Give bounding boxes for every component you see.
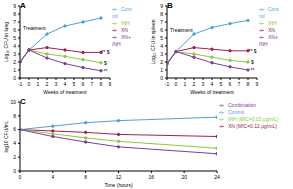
svg-text:12: 12 <box>116 174 122 180</box>
html-text:XN: XN <box>121 27 128 33</box>
svg-text:24: 24 <box>214 174 220 180</box>
svg-text:** $: ** $ <box>101 49 109 55</box>
html-text:B: B <box>167 1 173 10</box>
svg-text:0: 0 <box>160 75 163 81</box>
svg-text:6: 6 <box>82 81 85 87</box>
svg-text:9: 9 <box>160 3 163 9</box>
svg-text:4: 4 <box>160 43 163 49</box>
svg-text:0: 0 <box>13 168 16 174</box>
svg-text:3: 3 <box>202 81 205 87</box>
svg-text:7: 7 <box>91 81 94 87</box>
svg-text:Weeks of treatment: Weeks of treatment <box>43 89 87 95</box>
svg-text:4: 4 <box>64 81 67 87</box>
svg-text:0: 0 <box>175 81 178 87</box>
svg-text:**: ** <box>104 68 108 74</box>
svg-text:3: 3 <box>55 81 58 87</box>
html-text:XN: XN <box>268 27 275 33</box>
svg-text:8: 8 <box>160 11 163 17</box>
svg-text:2: 2 <box>160 59 163 65</box>
svg-text:2: 2 <box>193 81 196 87</box>
svg-text:16: 16 <box>149 174 155 180</box>
svg-text:7: 7 <box>13 19 16 25</box>
svg-text:Log₁₀ CFU in lung: Log₁₀ CFU in lung <box>8 22 9 62</box>
svg-text:8: 8 <box>247 81 250 87</box>
svg-text:3: 3 <box>13 51 16 57</box>
html-text:XN+INH: XN+INH <box>259 34 278 47</box>
html-text:A: A <box>20 1 26 10</box>
svg-text:6: 6 <box>13 27 16 33</box>
html-text:Control: Control <box>112 6 132 19</box>
svg-text:1: 1 <box>13 67 16 73</box>
svg-text:** $: ** $ <box>248 48 256 54</box>
svg-text:-1: -1 <box>18 81 23 87</box>
svg-text:5: 5 <box>160 35 163 41</box>
svg-text:9: 9 <box>109 81 112 87</box>
svg-text:4: 4 <box>13 140 16 146</box>
svg-text:-1: -1 <box>165 81 170 87</box>
svg-text:$: $ <box>104 60 107 66</box>
svg-text:0: 0 <box>13 75 16 81</box>
svg-text:7: 7 <box>160 19 163 25</box>
svg-text:2: 2 <box>13 154 16 160</box>
svg-text:6: 6 <box>229 81 232 87</box>
svg-text:9: 9 <box>256 81 259 87</box>
html-text:Combination: Combination <box>228 102 257 108</box>
html-text:C: C <box>20 97 26 106</box>
svg-text:0: 0 <box>28 81 31 87</box>
svg-text:2: 2 <box>13 59 16 65</box>
svg-text:6: 6 <box>13 126 16 132</box>
svg-text:**: ** <box>251 67 255 73</box>
svg-text:3: 3 <box>160 51 163 57</box>
svg-text:1: 1 <box>184 81 187 87</box>
svg-text:2: 2 <box>46 81 49 87</box>
svg-text:8: 8 <box>84 174 87 180</box>
svg-text:0: 0 <box>19 174 22 180</box>
svg-text:6: 6 <box>160 27 163 33</box>
svg-text:1: 1 <box>37 81 40 87</box>
svg-text:4: 4 <box>51 174 54 180</box>
svg-text:7: 7 <box>238 81 241 87</box>
svg-text:Time (hours): Time (hours) <box>104 182 132 188</box>
svg-text:8: 8 <box>13 113 16 119</box>
html-text:XN (MIC=0.12 μg/mL): XN (MIC=0.12 μg/mL) <box>228 123 277 129</box>
html-text:INH: INH <box>268 20 277 26</box>
svg-text:1: 1 <box>160 67 163 73</box>
svg-text:4: 4 <box>13 43 16 49</box>
svg-text:Treatment: Treatment <box>23 25 46 31</box>
svg-text:8: 8 <box>13 11 16 17</box>
html-text:INH: INH <box>121 20 130 26</box>
html-text:XN+INH: XN+INH <box>112 34 131 47</box>
html-text:Control: Control <box>259 6 279 19</box>
html-text:INH (MIC=0.03 μg/mL): INH (MIC=0.03 μg/mL) <box>228 116 279 122</box>
svg-text:5: 5 <box>220 81 223 87</box>
svg-text:10: 10 <box>10 99 16 105</box>
svg-text:5: 5 <box>73 81 76 87</box>
svg-text:20: 20 <box>181 174 187 180</box>
svg-text:Treatment: Treatment <box>170 27 193 33</box>
svg-text:5: 5 <box>13 35 16 41</box>
svg-text:Log₁₀ CFU in spleen: Log₁₀ CFU in spleen <box>150 19 156 64</box>
svg-text:8: 8 <box>100 81 103 87</box>
html-text:Control: Control <box>228 109 245 115</box>
svg-text:4: 4 <box>211 81 214 87</box>
svg-text:Weeks of treatment: Weeks of treatment <box>190 89 234 95</box>
svg-text:log10 CFU/mL: log10 CFU/mL <box>8 120 9 152</box>
svg-text:9: 9 <box>13 3 16 9</box>
svg-text:$: $ <box>251 59 254 65</box>
